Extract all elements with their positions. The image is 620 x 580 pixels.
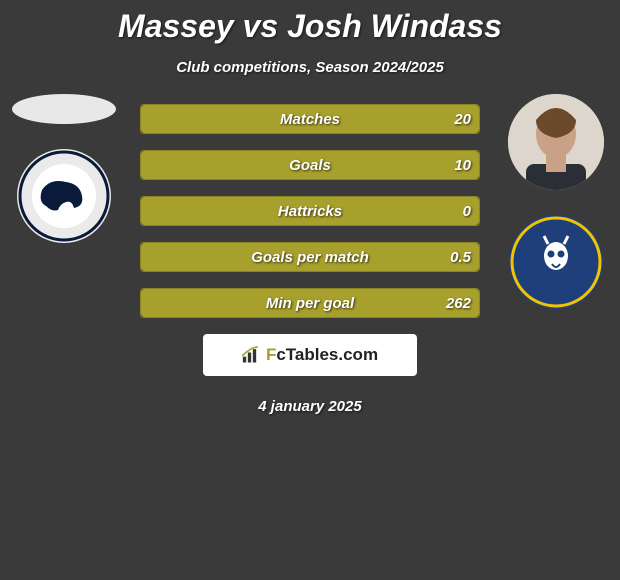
subtitle: Club competitions, Season 2024/2025 bbox=[0, 59, 620, 76]
right-player-photo bbox=[508, 94, 604, 190]
right-player-column bbox=[500, 94, 612, 310]
brand-accent-letter: F bbox=[266, 345, 276, 364]
stat-label: Goals bbox=[289, 157, 331, 174]
bars-icon bbox=[242, 346, 262, 364]
stat-row: Hattricks 0 bbox=[140, 196, 480, 226]
stat-value-right: 10 bbox=[454, 157, 471, 174]
stat-label: Matches bbox=[280, 111, 340, 128]
date-text: 4 january 2025 bbox=[0, 398, 620, 415]
left-player-column bbox=[8, 94, 120, 244]
club-crest-icon bbox=[16, 148, 112, 244]
stat-label: Min per goal bbox=[266, 295, 354, 312]
left-player-photo-placeholder bbox=[12, 94, 116, 124]
stats-table: Matches 20 Goals 10 Hattricks 0 Goals per matc… bbox=[140, 104, 480, 318]
site-brand-text: FcTables.com bbox=[266, 345, 378, 365]
page-title: Massey vs Josh Windass bbox=[0, 0, 620, 45]
site-brand-badge[interactable]: FcTables.com bbox=[203, 334, 417, 376]
stat-value-right: 262 bbox=[446, 295, 471, 312]
stat-row: Min per goal 262 bbox=[140, 288, 480, 318]
stat-row: Goals 10 bbox=[140, 150, 480, 180]
stat-label: Goals per match bbox=[251, 249, 369, 266]
comparison-panel: Matches 20 Goals 10 Hattricks 0 Goals per matc… bbox=[0, 104, 620, 415]
right-club-badge bbox=[508, 214, 604, 310]
stat-label: Hattricks bbox=[278, 203, 342, 220]
stat-value-right: 0.5 bbox=[450, 249, 471, 266]
stat-row: Matches 20 bbox=[140, 104, 480, 134]
stat-row: Goals per match 0.5 bbox=[140, 242, 480, 272]
player-silhouette-icon bbox=[508, 94, 604, 190]
stat-value-right: 0 bbox=[463, 203, 471, 220]
stat-value-right: 20 bbox=[454, 111, 471, 128]
left-club-badge bbox=[16, 148, 112, 244]
club-crest-icon bbox=[508, 214, 604, 310]
